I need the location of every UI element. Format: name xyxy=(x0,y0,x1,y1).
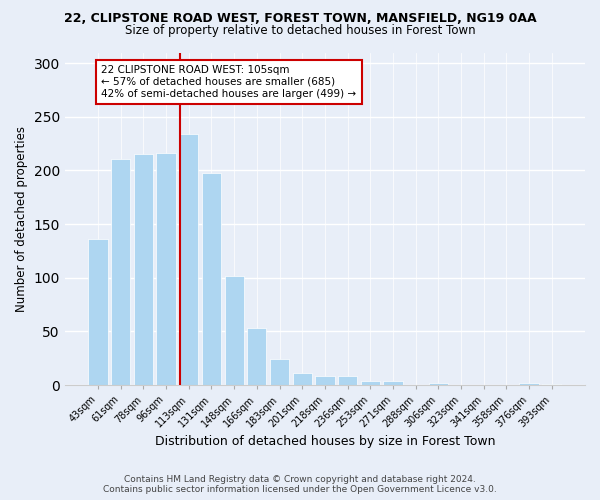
Bar xyxy=(293,373,312,385)
Bar xyxy=(383,380,403,385)
Text: Size of property relative to detached houses in Forest Town: Size of property relative to detached ho… xyxy=(125,24,475,37)
Bar xyxy=(111,158,130,385)
Bar xyxy=(247,328,266,385)
Bar xyxy=(338,376,357,385)
Bar xyxy=(88,239,108,385)
Bar xyxy=(428,383,448,385)
Bar xyxy=(270,360,289,385)
Bar xyxy=(179,134,199,385)
Text: 22, CLIPSTONE ROAD WEST, FOREST TOWN, MANSFIELD, NG19 0AA: 22, CLIPSTONE ROAD WEST, FOREST TOWN, MA… xyxy=(64,12,536,26)
Bar xyxy=(315,376,335,385)
Bar xyxy=(202,172,221,385)
Text: 22 CLIPSTONE ROAD WEST: 105sqm
← 57% of detached houses are smaller (685)
42% of: 22 CLIPSTONE ROAD WEST: 105sqm ← 57% of … xyxy=(101,66,356,98)
Y-axis label: Number of detached properties: Number of detached properties xyxy=(15,126,28,312)
Bar xyxy=(542,384,562,385)
X-axis label: Distribution of detached houses by size in Forest Town: Distribution of detached houses by size … xyxy=(155,434,495,448)
Text: Contains HM Land Registry data © Crown copyright and database right 2024.
Contai: Contains HM Land Registry data © Crown c… xyxy=(103,474,497,494)
Bar xyxy=(134,154,153,385)
Bar xyxy=(157,154,176,385)
Bar xyxy=(224,276,244,385)
Bar xyxy=(361,380,380,385)
Bar xyxy=(520,383,539,385)
